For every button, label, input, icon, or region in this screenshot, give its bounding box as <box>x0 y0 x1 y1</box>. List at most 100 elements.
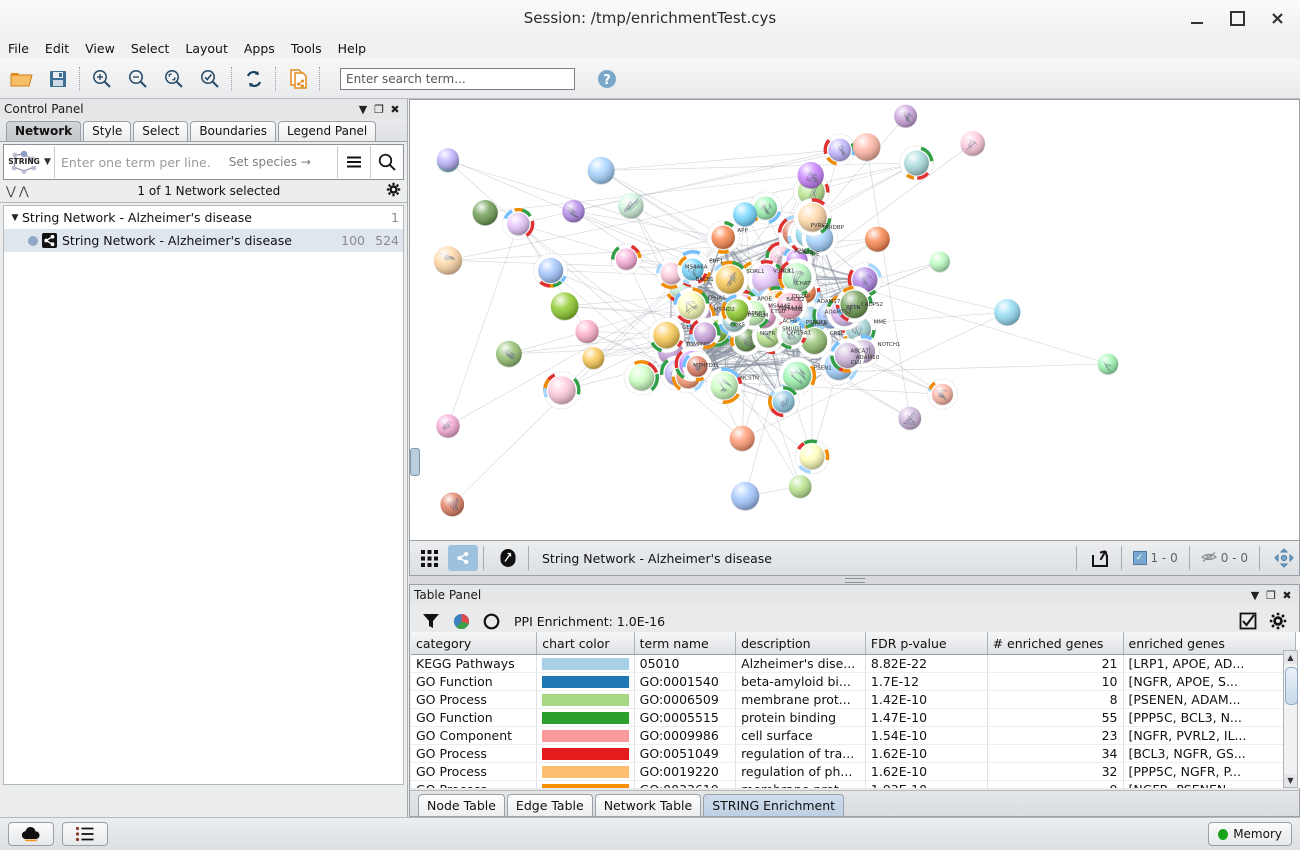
table-row[interactable]: GO Process GO:0019220 regulation of ph... 1… <box>411 762 1297 781</box>
tab-legend-panel[interactable]: Legend Panel <box>278 121 377 141</box>
annotation-icon[interactable] <box>493 545 523 571</box>
table-row[interactable]: GO Function GO:0001540 beta-amyloid bi... 1… <box>411 672 1297 691</box>
svg-text:MT-ND2: MT-ND2 <box>714 307 735 313</box>
control-panel-maximize-button[interactable]: ❐ <box>374 102 384 116</box>
tab-edge-table[interactable]: Edge Table <box>506 794 593 816</box>
help-icon[interactable]: ? <box>589 62 625 96</box>
memory-status-button[interactable]: Memory <box>1208 822 1292 846</box>
network-node-count: 100 <box>341 233 365 248</box>
hamburger-icon[interactable] <box>338 145 370 179</box>
menu-file[interactable]: File <box>8 40 29 56</box>
tab-network[interactable]: Network <box>6 121 82 141</box>
expand-all-icon[interactable]: ⋀ <box>18 184 29 198</box>
table-panel-maximize-button[interactable]: ❐ <box>1266 588 1276 602</box>
string-term-input[interactable]: Enter one term per line. Set species → <box>55 155 337 170</box>
col-enriched-genes[interactable]: enriched genes <box>1123 632 1297 655</box>
menu-view[interactable]: View <box>85 40 115 56</box>
checkbox-icon: ✓ <box>1132 551 1147 565</box>
col-description[interactable]: description <box>735 632 866 655</box>
search-icon[interactable] <box>371 145 403 179</box>
control-panel-close-button[interactable]: ✖ <box>390 102 400 116</box>
col-category[interactable]: category <box>411 632 538 655</box>
menu-edit[interactable]: Edit <box>44 40 70 56</box>
export-network-icon[interactable] <box>280 62 316 96</box>
zoom-selected-icon[interactable] <box>192 62 228 96</box>
table-row[interactable]: GO Process GO:0006509 membrane prot... 1.42… <box>411 690 1297 709</box>
scroll-up-arrow[interactable]: ▲ <box>1284 651 1297 664</box>
menu-layout[interactable]: Layout <box>185 40 228 56</box>
minimize-button[interactable] <box>1180 5 1214 33</box>
close-button[interactable] <box>1260 5 1294 33</box>
tree-twisty-icon[interactable]: ▼ <box>11 212 19 223</box>
network-graph[interactable]: MT-ND2 MT-ND1 VSNL1 GAB2 ABCA7 CHAT ACHE PSEN1 A… <box>410 100 1299 540</box>
zoom-in-icon[interactable] <box>84 62 120 96</box>
table-row[interactable]: GO Component GO:0009986 cell surface 1.54E-… <box>411 726 1297 745</box>
tab-node-table[interactable]: Node Table <box>418 794 505 816</box>
string-set-species-link[interactable]: Set species → <box>228 155 311 169</box>
export-image-icon[interactable] <box>1086 545 1116 571</box>
network-tree-item-row[interactable]: String Network - Alzheimer's disease 100… <box>4 229 403 252</box>
menu-apps[interactable]: Apps <box>243 40 275 56</box>
control-panel-float-button[interactable]: ▼ <box>358 102 368 116</box>
selected-count-value: 1 - 0 <box>1150 551 1178 565</box>
donut-chart-icon[interactable] <box>476 607 506 635</box>
menu-select[interactable]: Select <box>130 40 170 56</box>
gear-icon[interactable] <box>386 182 401 200</box>
network-tree[interactable]: ▼ String Network - Alzheimer's disease 1… <box>3 205 404 785</box>
table-row[interactable]: GO Process GO:0033619membrane prot...1.93… <box>411 780 1297 788</box>
table-row[interactable]: KEGG Pathways 05010 Alzheimer's dise... 8.8… <box>411 654 1297 673</box>
share-network-icon[interactable] <box>448 545 478 571</box>
tab-style[interactable]: Style <box>83 121 132 141</box>
gear-icon[interactable] <box>1263 607 1293 635</box>
cloud-icon[interactable] <box>8 822 54 846</box>
table-panel-close-button[interactable]: ✖ <box>1282 588 1292 602</box>
scrollbar-thumb[interactable] <box>1285 667 1298 705</box>
task-list-icon[interactable] <box>62 822 108 846</box>
table-panel-float-button[interactable]: ▼ <box>1250 588 1260 602</box>
grid-layout-icon[interactable] <box>414 545 444 571</box>
col-chart-color[interactable]: chart color <box>536 632 635 655</box>
scroll-down-arrow[interactable]: ▼ <box>1284 774 1297 787</box>
zoom-out-icon[interactable] <box>120 62 156 96</box>
ppi-enrichment-label: PPI Enrichment: 1.0E-16 <box>514 613 666 629</box>
collapse-all-icon[interactable]: ⋁ <box>6 184 16 198</box>
search-input[interactable]: Enter search term... <box>340 67 575 90</box>
col-term-name[interactable]: term name <box>634 632 737 655</box>
svg-text:SMUG1: SMUG1 <box>782 327 802 333</box>
string-species-caret-icon[interactable]: ▼ <box>44 157 51 167</box>
maximize-button[interactable] <box>1220 5 1254 33</box>
refresh-icon[interactable] <box>236 62 272 96</box>
network-group-count: 1 <box>391 210 399 225</box>
table-body[interactable]: KEGG Pathways 05010 Alzheimer's dise... 8.8… <box>411 654 1297 788</box>
network-item-name: String Network - Alzheimer's disease <box>62 233 292 248</box>
save-icon[interactable] <box>40 62 76 96</box>
menu-help[interactable]: Help <box>337 40 367 56</box>
svg-text:PSENEN: PSENEN <box>806 320 828 326</box>
zoom-fit-icon[interactable] <box>156 62 192 96</box>
horizontal-splitter[interactable] <box>409 576 1300 584</box>
table-row[interactable]: GO Function GO:0005515 protein binding 1.47… <box>411 708 1297 727</box>
cell-term-name: GO:0051049 <box>634 744 737 763</box>
menu-tools[interactable]: Tools <box>290 40 322 56</box>
col-fdr-pvalue[interactable]: FDR p-value <box>865 632 988 655</box>
network-tree-group-row[interactable]: ▼ String Network - Alzheimer's disease 1 <box>4 206 403 229</box>
network-view-toolbar: String Network - Alzheimer's disease ✓ 1… <box>409 541 1300 576</box>
table-row[interactable]: GO Process GO:0051049 regulation of tra...… <box>411 744 1297 763</box>
tab-boundaries[interactable]: Boundaries <box>190 121 276 141</box>
enrichment-table[interactable]: category chart color term name descripti… <box>411 632 1300 788</box>
tab-select[interactable]: Select <box>133 121 189 141</box>
open-folder-icon[interactable] <box>4 62 40 96</box>
funnel-icon[interactable] <box>416 607 446 635</box>
table-vertical-scrollbar[interactable]: ▲ ▼ <box>1283 650 1298 788</box>
nettool-separator <box>483 546 484 570</box>
svg-text:CADPS2: CADPS2 <box>861 302 883 308</box>
pie-chart-icon[interactable] <box>446 607 476 635</box>
col-enriched-count[interactable]: # enriched genes <box>987 632 1124 655</box>
tab-string-enrichment[interactable]: STRING Enrichment <box>703 794 845 816</box>
network-view-canvas[interactable]: MT-ND2 MT-ND1 VSNL1 GAB2 ABCA7 CHAT ACHE PSEN1 A… <box>409 99 1300 541</box>
pan-icon[interactable] <box>1269 545 1299 571</box>
color-swatch <box>542 657 629 670</box>
tab-network-table[interactable]: Network Table <box>594 794 702 816</box>
network-view-left-handle[interactable] <box>410 448 420 476</box>
checkbox-icon[interactable] <box>1233 607 1263 635</box>
